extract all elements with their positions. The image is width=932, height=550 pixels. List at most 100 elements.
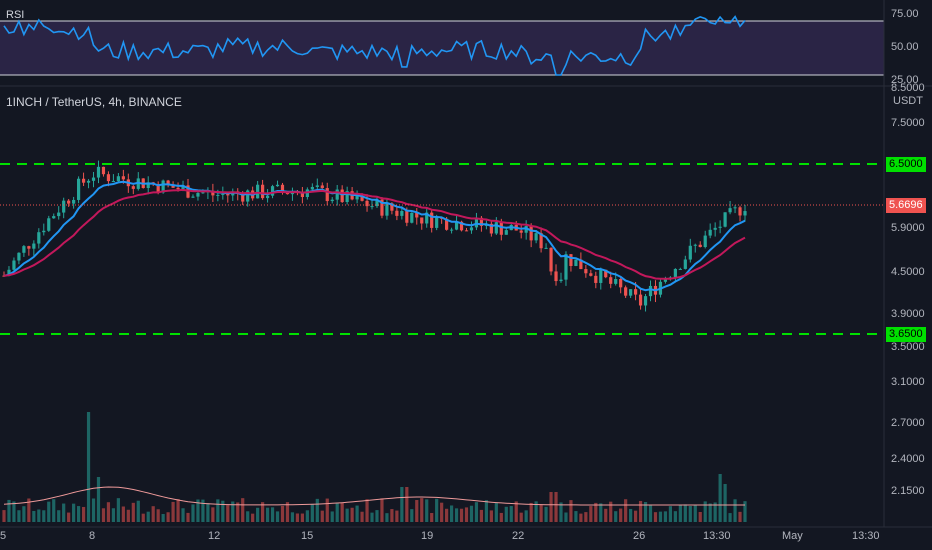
candle-body (723, 212, 727, 227)
time-label-8: 8 (89, 530, 96, 542)
volume-bar (579, 513, 583, 522)
candle-body (549, 247, 553, 272)
volume-bar (713, 502, 717, 522)
volume-bar (405, 487, 409, 522)
volume-bar (166, 512, 170, 522)
candle-body (166, 180, 170, 185)
resistance-price-tag: 6.5000 (886, 157, 926, 172)
candle-body (57, 212, 61, 217)
volume-bar (589, 506, 593, 522)
volume-bar (430, 512, 434, 522)
candle-body (559, 279, 563, 282)
candle-body (599, 269, 603, 283)
volume-bar (81, 506, 86, 522)
volume-bars (2, 412, 747, 522)
volume-bar (305, 510, 309, 522)
candle-body (12, 260, 16, 270)
volume-bar (539, 504, 543, 522)
volume-bar (420, 498, 424, 522)
volume-bar (693, 505, 697, 522)
candle-body (270, 186, 275, 196)
candle-body (22, 246, 26, 253)
volume-bar (265, 507, 270, 522)
candle-body (405, 211, 409, 223)
volume-bar (62, 503, 66, 522)
volume-bar (42, 510, 46, 522)
volume-bar (629, 508, 633, 522)
volume-bar (280, 505, 285, 522)
candle-body (504, 230, 508, 235)
volume-bar (400, 487, 404, 522)
volume-bar (524, 510, 528, 522)
time-label-22: 22 (512, 530, 525, 542)
symbol-title[interactable]: 1INCH / TetherUS, 4h, BINANCE (6, 95, 182, 109)
volume-bar (559, 502, 563, 522)
volume-bar (529, 502, 533, 522)
volume-bar (340, 502, 344, 522)
volume-bar (743, 501, 747, 522)
volume-bar (728, 513, 732, 522)
candle-body (554, 271, 558, 282)
candle-body (176, 187, 180, 190)
last-price-tag: 5.6696 (886, 198, 926, 213)
volume-bar (261, 502, 265, 522)
time-label-15: 15 (301, 530, 314, 542)
candle-body (81, 178, 86, 183)
volume-bar (7, 499, 11, 522)
volume-bar (380, 498, 384, 522)
volume-bar (544, 506, 548, 522)
volume-bar (663, 511, 668, 522)
candle-body (320, 185, 324, 189)
candle-body (52, 216, 56, 219)
volume-bar (330, 511, 334, 522)
candle-body (574, 259, 578, 267)
candle-body (7, 269, 11, 276)
volume-bar (653, 512, 658, 522)
volume-bar (385, 513, 389, 522)
volume-bar (668, 506, 673, 522)
candle-body (415, 212, 419, 218)
candle-body (643, 296, 648, 306)
volume-bar (22, 506, 26, 522)
volume-bar (569, 500, 573, 522)
candle-body (564, 254, 568, 280)
candle-body (17, 252, 21, 261)
candle-body (345, 191, 349, 203)
candle-body (584, 269, 588, 274)
candle-body (454, 221, 459, 230)
volume-bar (375, 510, 379, 522)
candle-body (32, 243, 36, 249)
price-tick-8-5: 8.5000 (891, 82, 925, 94)
volume-bar (76, 506, 81, 522)
candle-body (390, 203, 394, 211)
volume-bar (221, 500, 225, 522)
candle-body (221, 193, 225, 195)
volume-bar (703, 501, 707, 522)
volume-bar (251, 513, 255, 522)
moving-average-slow (3, 188, 746, 280)
volume-bar (270, 507, 275, 522)
candle-body (569, 254, 573, 267)
candle-body (614, 278, 618, 284)
volume-bar (315, 498, 319, 522)
volume-bar (449, 505, 454, 522)
volume-bar (161, 513, 165, 522)
volume-bar (186, 512, 190, 522)
volume-bar (564, 512, 568, 522)
candle-body (91, 177, 96, 181)
candle-body (430, 212, 434, 228)
volume-bar (698, 512, 702, 522)
volume-bar (619, 508, 623, 522)
candle-body (385, 203, 389, 216)
candle-body (609, 277, 613, 284)
volume-bar (345, 508, 349, 522)
candle-body (494, 222, 498, 234)
volume-bar (435, 498, 439, 522)
currency-label[interactable]: USDT (893, 95, 923, 107)
candle-body (86, 180, 91, 183)
volume-bar (718, 474, 722, 522)
volume-bar (141, 513, 145, 522)
volume-bar (246, 511, 250, 522)
volume-bar (201, 499, 205, 522)
